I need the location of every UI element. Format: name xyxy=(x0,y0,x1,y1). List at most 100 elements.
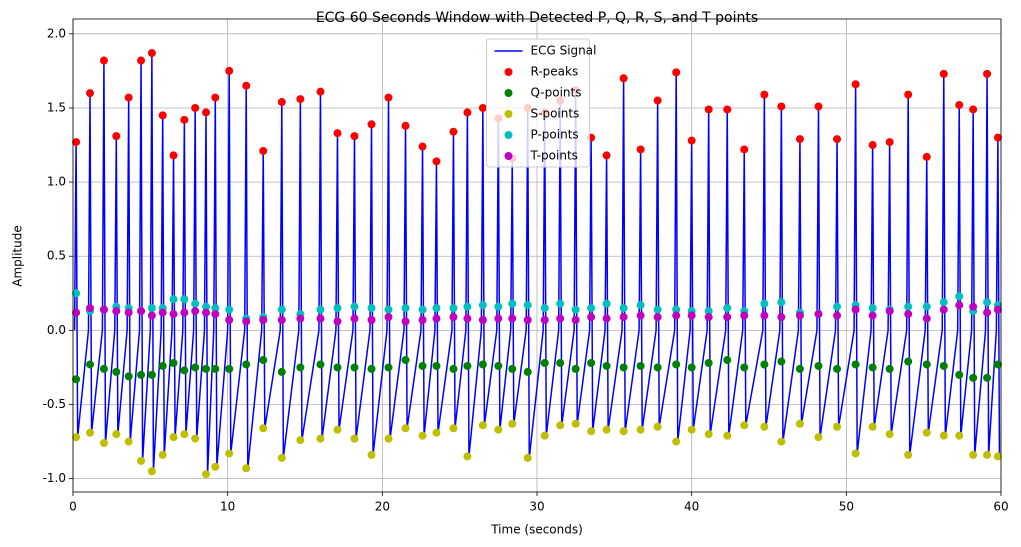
point xyxy=(401,356,410,365)
point xyxy=(636,361,645,370)
point xyxy=(225,66,234,75)
y-tick-label: 0.0 xyxy=(47,323,66,337)
point xyxy=(296,314,305,323)
point xyxy=(72,375,81,384)
point xyxy=(333,304,342,313)
point xyxy=(868,141,877,150)
y-axis-label: Amplitude xyxy=(11,225,25,287)
point xyxy=(851,80,860,89)
x-tick-label: 40 xyxy=(684,500,699,514)
point xyxy=(316,434,325,443)
chart-title: ECG 60 Seconds Window with Detected P, Q… xyxy=(316,10,758,26)
point xyxy=(158,308,167,317)
x-tick-label: 10 xyxy=(220,500,235,514)
point xyxy=(885,138,894,147)
point xyxy=(540,304,549,313)
point xyxy=(296,363,305,372)
point xyxy=(242,81,251,90)
point xyxy=(225,364,234,373)
point xyxy=(602,425,611,434)
point xyxy=(72,138,81,147)
point xyxy=(463,302,472,311)
point xyxy=(556,359,565,367)
point xyxy=(180,366,189,375)
point xyxy=(833,311,842,320)
point xyxy=(169,310,178,319)
point xyxy=(478,360,487,369)
point xyxy=(367,304,376,313)
point xyxy=(672,305,681,314)
point xyxy=(523,453,532,462)
point xyxy=(242,360,251,369)
point xyxy=(983,298,992,307)
point xyxy=(777,313,786,322)
point xyxy=(723,313,732,322)
point xyxy=(124,437,133,446)
point xyxy=(316,87,325,96)
x-tick-label: 20 xyxy=(375,500,390,514)
point xyxy=(432,304,441,313)
point xyxy=(922,314,931,323)
point xyxy=(955,301,964,310)
point xyxy=(147,304,156,313)
point xyxy=(704,307,713,316)
point xyxy=(478,103,487,112)
legend-marker xyxy=(504,110,513,118)
point xyxy=(904,302,913,311)
point xyxy=(350,434,359,443)
point xyxy=(508,419,517,428)
point xyxy=(211,462,220,471)
point xyxy=(259,356,268,365)
point xyxy=(191,299,200,308)
point xyxy=(740,311,749,320)
point xyxy=(939,431,948,440)
point xyxy=(211,304,220,313)
point xyxy=(955,101,964,109)
point xyxy=(367,316,376,324)
point xyxy=(777,102,786,111)
point xyxy=(672,311,681,320)
point xyxy=(333,363,342,372)
point xyxy=(833,422,842,431)
point xyxy=(418,305,427,314)
point xyxy=(296,436,305,445)
point xyxy=(225,316,234,324)
point xyxy=(463,361,472,370)
point xyxy=(672,360,681,369)
point xyxy=(687,425,696,434)
point xyxy=(523,367,532,376)
point xyxy=(704,313,713,322)
point xyxy=(449,424,458,433)
point xyxy=(687,363,696,372)
point xyxy=(885,430,894,439)
point xyxy=(851,360,860,369)
point xyxy=(993,133,1002,142)
point xyxy=(868,422,877,431)
point xyxy=(202,308,211,317)
point xyxy=(418,361,427,370)
point xyxy=(463,452,472,461)
legend-marker xyxy=(504,152,513,160)
point xyxy=(180,308,189,317)
point xyxy=(904,90,913,99)
point xyxy=(169,433,178,442)
point xyxy=(602,151,611,160)
point xyxy=(983,450,992,459)
point xyxy=(969,105,978,114)
point xyxy=(137,56,146,65)
point xyxy=(137,370,146,379)
x-tick-label: 60 xyxy=(993,500,1008,514)
point xyxy=(401,121,410,130)
point xyxy=(124,308,133,317)
point xyxy=(259,146,268,155)
point xyxy=(158,361,167,370)
point xyxy=(740,145,749,154)
point xyxy=(72,308,81,317)
point xyxy=(432,314,441,323)
point xyxy=(191,103,200,112)
point xyxy=(636,311,645,320)
point xyxy=(904,357,913,366)
point xyxy=(740,421,749,430)
point xyxy=(904,310,913,319)
